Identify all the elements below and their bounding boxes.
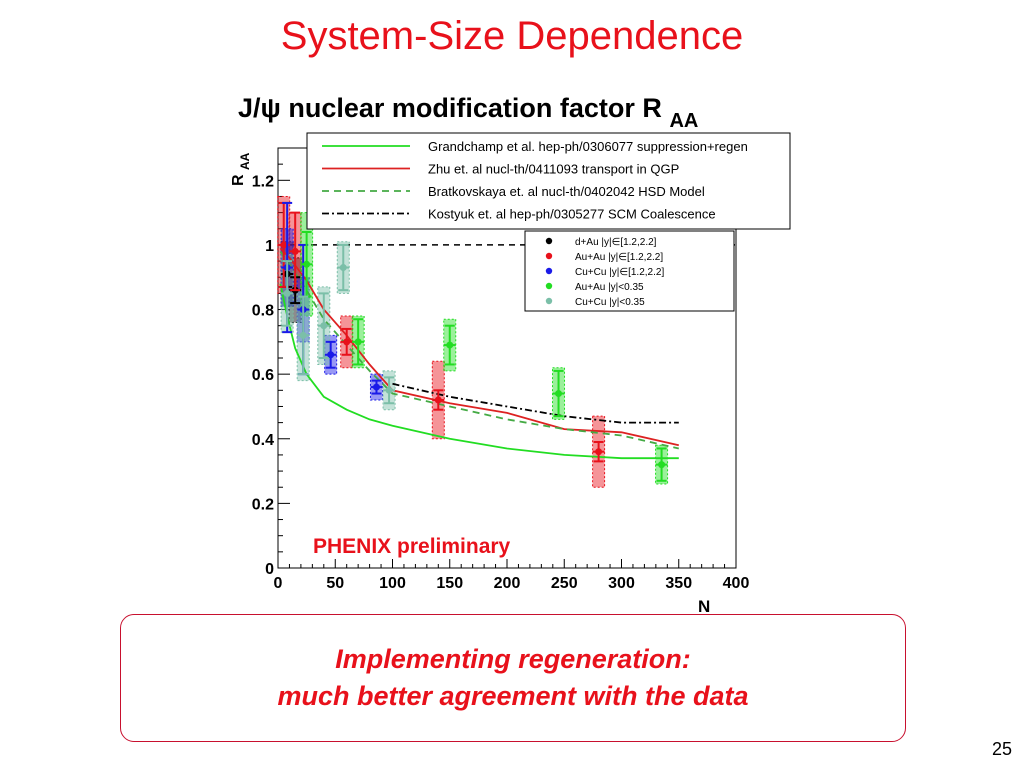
x-tick-label: 100 [379, 575, 406, 592]
callout-line-1: Implementing regeneration: [335, 644, 691, 674]
data-legend-marker [545, 237, 553, 245]
model-legend-label: Zhu et. al nucl-th/0411093 transport in … [428, 162, 679, 177]
data-legend-label: Cu+Cu |y|∈[1.2,2.2] [575, 267, 664, 278]
data-legend-label: d+Au |y|∈[1.2,2.2] [575, 237, 657, 248]
y-tick-label: 1 [265, 238, 274, 255]
y-tick-label: 0.4 [252, 432, 274, 449]
data-legend-box [524, 230, 735, 312]
data-point [327, 351, 335, 359]
x-tick-label: 150 [436, 575, 463, 592]
phenix-annotation: PHENIX preliminary [313, 535, 511, 558]
y-tick-label: 0.8 [252, 303, 274, 320]
y-tick-label: 0 [265, 561, 274, 578]
x-tick-label: 400 [723, 575, 750, 592]
y-tick-label: 0.2 [252, 496, 274, 513]
data-legend: d+Au |y|∈[1.2,2.2] Au+Au |y|∈[1.2,2.2] Cu+… [524, 230, 735, 312]
data-point [385, 386, 393, 394]
chart-title-main: J/ψ nuclear modification factor R [238, 93, 662, 123]
data-legend-label: Cu+Cu |y|<0.35 [575, 297, 645, 308]
data-legend-label: Au+Au |y|<0.35 [575, 282, 644, 293]
page-number: 25 [991, 739, 1012, 759]
x-tick-label: 300 [608, 575, 635, 592]
model-curve-line [279, 283, 679, 460]
data-point [320, 322, 328, 330]
data-legend-marker [545, 267, 553, 275]
x-tick-label: 250 [551, 575, 578, 592]
y-tick-label: 1.2 [252, 173, 274, 190]
data-point [658, 461, 666, 469]
callout-line-2: much better agreement with the data [277, 681, 749, 711]
x-tick-label: 200 [494, 575, 521, 592]
plot-area: 0 50 100 150 200 250 300 350 400 0 0.2 0.4 0.6 0.8 1 1.… [252, 132, 791, 592]
data-point [283, 289, 291, 297]
data-point [299, 331, 307, 339]
y-tick-label: 0.6 [252, 367, 274, 384]
model-legend-label: Kostyuk et. al hep-ph/0305277 SCM Coales… [428, 207, 716, 222]
model-curve-line [392, 382, 679, 424]
model-legend-label: Bratkovskaya et. al nucl-th/0402042 HSD … [428, 184, 705, 199]
model-legend: Grandchamp et al. hep-ph/0306077 suppres… [306, 132, 791, 230]
data-legend-marker [545, 282, 553, 290]
data-point [303, 260, 311, 268]
y-axis-label: R AA [230, 152, 252, 186]
conclusion-callout: Implementing regeneration: much better a… [120, 614, 906, 742]
data-legend-label: Au+Au |y|∈[1.2,2.2] [575, 252, 663, 263]
x-tick-label: 50 [326, 575, 344, 592]
chart-title-subscript: AA [669, 110, 698, 132]
data-point [280, 241, 288, 249]
data-point [595, 448, 603, 456]
x-axis-label: N [698, 597, 710, 616]
x-tick-label: 350 [665, 575, 692, 592]
data-legend-marker [545, 252, 553, 260]
data-point [446, 341, 454, 349]
data-legend-marker [545, 297, 553, 305]
slide-title: System-Size Dependence [280, 14, 744, 58]
data-point [434, 396, 442, 404]
model-legend-label: Grandchamp et al. hep-ph/0306077 suppres… [428, 139, 748, 154]
data-point [339, 264, 347, 272]
y-axis-label-subscript: AA [238, 152, 252, 170]
chart-title: J/ψ nuclear modification factor R AA [238, 93, 698, 132]
y-axis-label-main: R [230, 174, 247, 186]
data-point [343, 338, 351, 346]
data-point [555, 390, 563, 398]
data-point [354, 338, 362, 346]
x-tick-label: 0 [274, 575, 283, 592]
data-point [291, 247, 299, 255]
data-point [372, 383, 380, 391]
